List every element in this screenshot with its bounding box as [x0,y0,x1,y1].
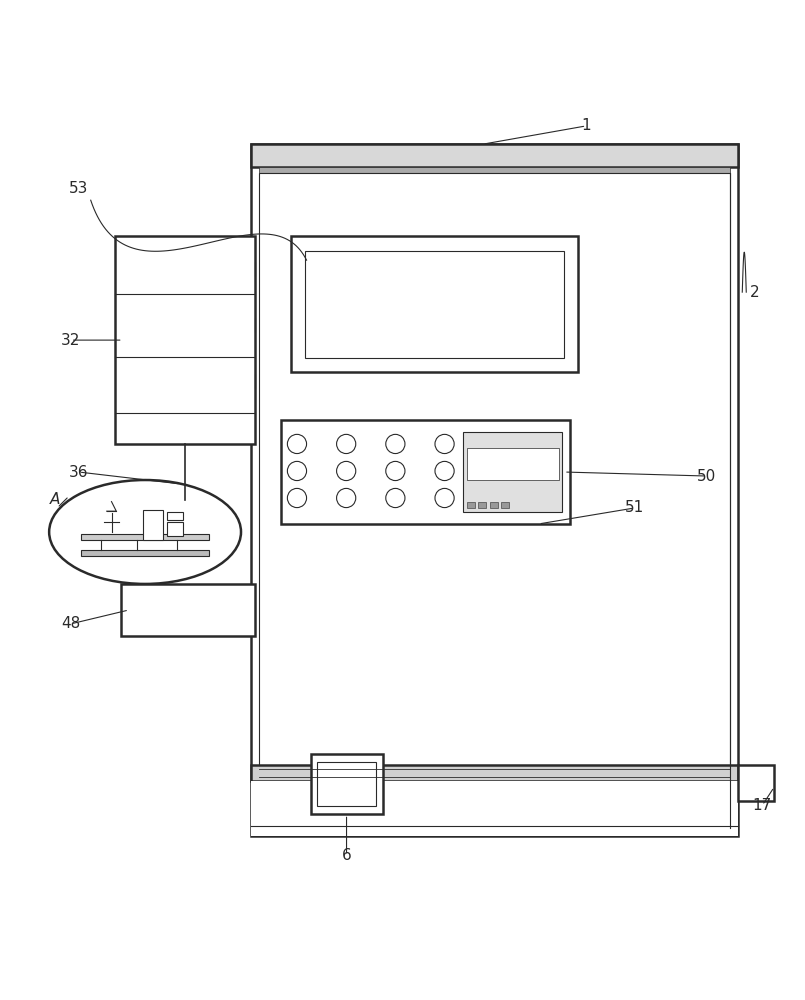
Text: 32: 32 [61,333,80,348]
FancyBboxPatch shape [478,502,486,508]
Circle shape [287,434,307,454]
FancyBboxPatch shape [250,144,738,836]
Circle shape [435,434,454,454]
FancyBboxPatch shape [167,522,183,536]
Text: 1: 1 [581,118,591,133]
FancyBboxPatch shape [258,167,730,173]
Circle shape [386,488,405,508]
FancyBboxPatch shape [464,432,563,512]
Circle shape [287,488,307,508]
FancyBboxPatch shape [467,448,559,480]
Text: 51: 51 [625,500,644,515]
Text: 50: 50 [696,469,716,484]
Circle shape [336,434,356,454]
Text: 53: 53 [69,181,89,196]
FancyBboxPatch shape [281,420,571,524]
Text: 2: 2 [749,285,759,300]
Text: 6: 6 [341,848,352,863]
FancyBboxPatch shape [305,251,564,358]
Circle shape [435,461,454,481]
FancyBboxPatch shape [501,502,509,508]
FancyBboxPatch shape [317,762,376,806]
FancyBboxPatch shape [121,584,254,636]
Text: 17: 17 [753,798,772,813]
FancyBboxPatch shape [311,754,382,814]
Ellipse shape [49,480,241,584]
Text: 36: 36 [69,465,89,480]
FancyBboxPatch shape [738,765,774,801]
FancyBboxPatch shape [175,494,195,504]
Text: A: A [50,492,60,508]
Circle shape [386,461,405,481]
FancyBboxPatch shape [291,236,578,372]
Circle shape [287,461,307,481]
FancyBboxPatch shape [81,550,209,556]
Circle shape [435,488,454,508]
FancyBboxPatch shape [489,502,497,508]
FancyBboxPatch shape [81,534,209,540]
FancyBboxPatch shape [167,512,183,520]
Circle shape [386,434,405,454]
FancyBboxPatch shape [250,781,738,836]
FancyBboxPatch shape [114,236,254,444]
FancyBboxPatch shape [250,765,738,781]
Text: 48: 48 [61,616,80,631]
Circle shape [336,488,356,508]
FancyBboxPatch shape [258,173,730,828]
FancyBboxPatch shape [250,144,738,167]
Circle shape [336,461,356,481]
FancyBboxPatch shape [143,510,163,540]
FancyBboxPatch shape [468,502,475,508]
